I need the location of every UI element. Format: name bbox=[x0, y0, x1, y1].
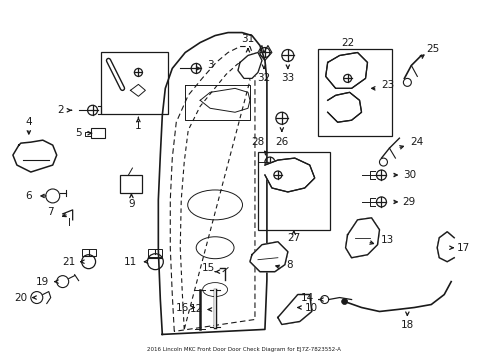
Polygon shape bbox=[238, 53, 262, 78]
Text: 27: 27 bbox=[286, 233, 300, 243]
Bar bbox=[90, 128, 104, 138]
Text: 13: 13 bbox=[380, 235, 393, 245]
Text: 14: 14 bbox=[301, 293, 314, 302]
Polygon shape bbox=[264, 158, 314, 192]
Text: 33: 33 bbox=[281, 73, 294, 84]
Text: 16: 16 bbox=[175, 302, 188, 312]
Text: 31: 31 bbox=[241, 33, 254, 44]
Bar bbox=[81, 249, 95, 256]
Text: 7: 7 bbox=[47, 207, 54, 217]
Polygon shape bbox=[249, 242, 287, 272]
Bar bbox=[317, 49, 392, 136]
Text: 9: 9 bbox=[128, 199, 135, 209]
Text: 29: 29 bbox=[402, 197, 415, 207]
Polygon shape bbox=[436, 232, 453, 262]
Text: 25: 25 bbox=[426, 44, 439, 54]
Text: 22: 22 bbox=[340, 37, 353, 48]
Text: 1: 1 bbox=[135, 121, 142, 131]
Text: 5: 5 bbox=[75, 128, 82, 138]
Polygon shape bbox=[345, 218, 379, 258]
Polygon shape bbox=[327, 92, 361, 122]
Text: 12: 12 bbox=[189, 305, 203, 315]
Text: 26: 26 bbox=[275, 137, 288, 147]
Bar bbox=[120, 175, 142, 193]
Polygon shape bbox=[325, 53, 367, 88]
Text: 4: 4 bbox=[25, 117, 32, 127]
Text: 6: 6 bbox=[25, 191, 32, 201]
Text: 3: 3 bbox=[206, 60, 213, 71]
Text: 2: 2 bbox=[57, 105, 64, 115]
Text: 24: 24 bbox=[410, 137, 423, 147]
Text: 28: 28 bbox=[251, 137, 264, 147]
Bar bbox=[148, 249, 162, 257]
Polygon shape bbox=[277, 294, 311, 324]
Text: 10: 10 bbox=[305, 302, 318, 312]
Text: 19: 19 bbox=[36, 276, 49, 287]
Text: 20: 20 bbox=[14, 293, 27, 302]
Text: 8: 8 bbox=[286, 260, 292, 270]
Text: 11: 11 bbox=[123, 257, 137, 267]
Text: 15: 15 bbox=[201, 263, 214, 273]
Circle shape bbox=[341, 298, 347, 305]
Text: 18: 18 bbox=[400, 320, 413, 330]
Text: 30: 30 bbox=[402, 170, 415, 180]
Text: 21: 21 bbox=[62, 257, 75, 267]
Text: 32: 32 bbox=[257, 73, 270, 84]
Text: 2016 Lincoln MKC Front Door Door Check Diagram for EJ7Z-7823552-A: 2016 Lincoln MKC Front Door Door Check D… bbox=[147, 347, 340, 352]
Text: 23: 23 bbox=[380, 80, 393, 90]
Text: 17: 17 bbox=[456, 243, 469, 253]
Bar bbox=[258, 152, 329, 230]
Bar bbox=[101, 53, 168, 114]
